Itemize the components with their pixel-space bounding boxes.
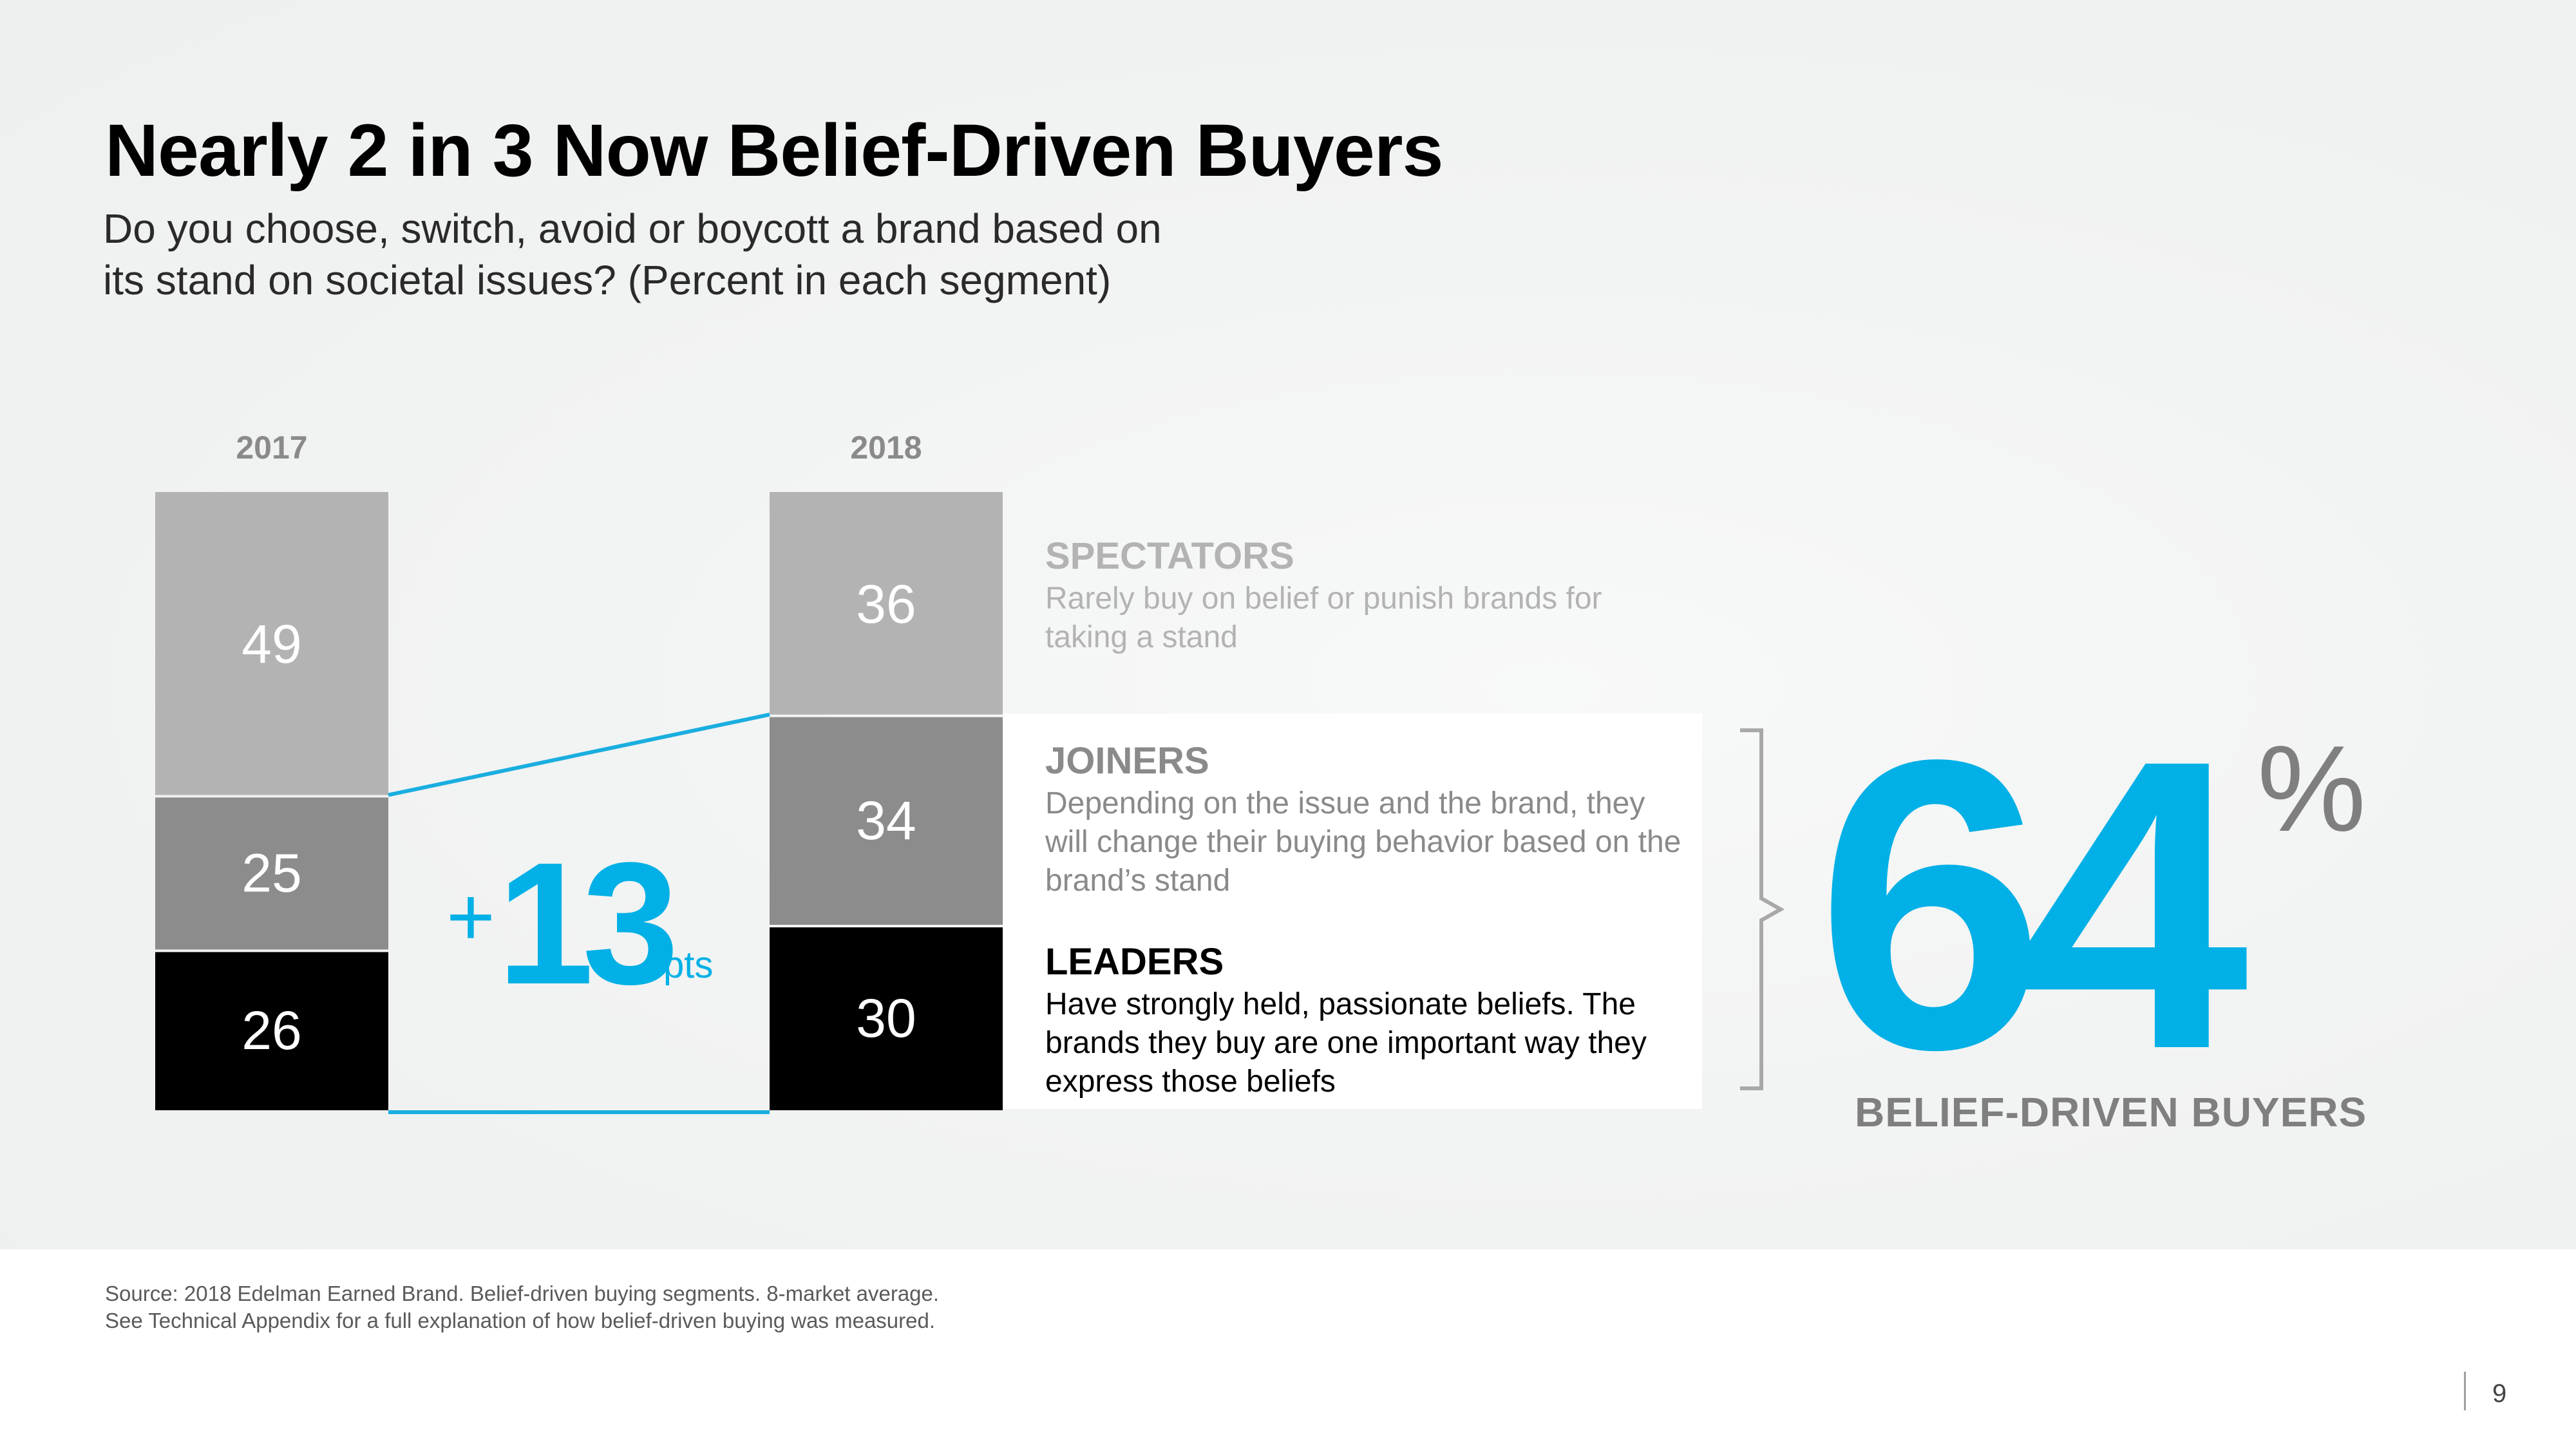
leaders-heading: LEADERS <box>1045 941 1224 983</box>
belief-driven-total-label: BELIEF-DRIVEN BUYERS <box>1855 1089 2367 1135</box>
spectators-heading: SPECTATORS <box>1045 535 1294 577</box>
legend-panel <box>1003 714 1702 1109</box>
connector-line-top <box>388 712 770 797</box>
bar-leaders-2018 <box>770 927 1003 1110</box>
leaders-description: Have strongly held, passionate beliefs. … <box>1045 987 1647 1099</box>
category-label-2017: 2017 <box>236 430 307 466</box>
bar-spectators-2018 <box>770 492 1003 715</box>
data-label-joiners-2017: 25 <box>242 842 301 903</box>
page-number-divider <box>2464 1372 2466 1410</box>
bracket <box>1740 728 1785 1090</box>
page-title: Nearly 2 in 3 Now Belief-Driven Buyers <box>105 109 1443 192</box>
bar-joiners-2018 <box>770 717 1003 925</box>
data-label-spectators-2017: 49 <box>242 614 301 674</box>
subtitle-line-2: its stand on societal issues? (Percent i… <box>103 257 1112 303</box>
joiners-description: Depending on the issue and the brand, th… <box>1045 786 1681 898</box>
data-label-leaders-2018: 30 <box>856 988 916 1048</box>
bar-leaders-2017 <box>155 952 388 1110</box>
data-label-spectators-2018: 36 <box>856 574 916 634</box>
belief-driven-total-unit: % <box>2257 721 2366 857</box>
data-label-leaders-2017: 26 <box>242 1000 301 1061</box>
data-label-joiners-2018: 34 <box>856 790 916 851</box>
change-unit: pts <box>663 944 714 986</box>
source-note-line-2: See Technical Appendix for a full explan… <box>105 1309 936 1332</box>
spectators-description: Rarely buy on belief or punish brands fo… <box>1045 582 1602 654</box>
bar-joiners-2017 <box>155 797 388 950</box>
belief-driven-total-value: 64 <box>1816 674 2249 1135</box>
change-sign: + <box>446 869 495 963</box>
source-note-line-1: Source: 2018 Edelman Earned Brand. Belie… <box>105 1282 940 1305</box>
category-label-2018: 2018 <box>850 430 922 466</box>
joiners-heading: JOINERS <box>1045 740 1209 782</box>
bar-spectators-2017 <box>155 492 388 795</box>
page-number: 9 <box>2492 1379 2507 1408</box>
subtitle-line-1: Do you choose, switch, avoid or boycott … <box>103 205 1162 252</box>
change-value: 13 <box>497 827 679 1021</box>
